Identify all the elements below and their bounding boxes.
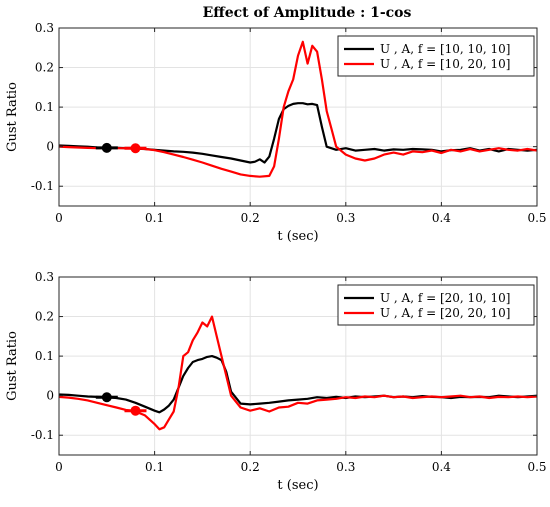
legend: U , A, f = [10, 10, 10]U , A, f = [10, 2…: [337, 35, 535, 77]
legend-box: [337, 284, 535, 326]
x-tick-label: 0.1: [145, 460, 164, 474]
x-tick-label: 0: [55, 460, 63, 474]
x-tick-label: 0.5: [527, 460, 546, 474]
y-tick-label: 0.1: [35, 349, 54, 363]
y-tick-label: 0.3: [35, 270, 54, 284]
y-tick-label: 0.1: [35, 100, 54, 114]
x-tick-label: 0.5: [527, 211, 546, 225]
y-tick-label: 0.3: [35, 21, 54, 35]
x-axis-label: t (sec): [277, 478, 318, 493]
legend: U , A, f = [20, 10, 10]U , A, f = [20, 2…: [337, 284, 535, 326]
y-tick-label: -0.1: [31, 179, 54, 193]
x-axis-label: t (sec): [277, 229, 318, 244]
y-tick-label: 0: [46, 140, 54, 154]
x-tick-label: 0.4: [432, 460, 451, 474]
legend-label-0: U , A, f = [10, 10, 10]: [380, 42, 510, 56]
y-axis-label: Gust Ratio: [5, 82, 20, 152]
x-tick-label: 0.2: [241, 460, 260, 474]
y-axis-label: Gust Ratio: [5, 331, 20, 401]
chart-bottom: 0 0.1 0.2 0.3 0.4 0.5 -0.1 0 0.1 0.2 0.3 t (sec) Gus…: [5, 270, 547, 493]
x-tick-label: 0.1: [145, 211, 164, 225]
x-tick-label: 0.3: [336, 211, 355, 225]
y-tick-label: 0: [46, 389, 54, 403]
figure-title: Effect of Amplitude : 1-cos: [203, 5, 412, 21]
legend-box: [337, 35, 535, 77]
x-tick-label: 0.3: [336, 460, 355, 474]
y-tick-label: -0.1: [31, 428, 54, 442]
marker-point-0: [101, 392, 112, 403]
legend-label-1: U , A, f = [20, 20, 10]: [380, 306, 510, 320]
y-tick-label: 0.2: [35, 310, 54, 324]
marker-point-1: [130, 405, 141, 416]
legend-label-1: U , A, f = [10, 20, 10]: [380, 57, 510, 71]
series-line-1: [58, 315, 538, 431]
legend-label-0: U , A, f = [20, 10, 10]: [380, 291, 510, 305]
axes-box: [58, 276, 538, 456]
y-tick-label: 0.2: [35, 61, 54, 75]
x-tick-label: 0: [55, 211, 63, 225]
marker-point-1: [130, 143, 141, 154]
chart-top: 0 0.1 0.2 0.3 0.4 0.5 -0.1 0 0.1 0.2 0.3 t (sec) Gus…: [5, 21, 547, 244]
series-line-1: [58, 40, 538, 178]
axes-box: [58, 27, 538, 207]
x-tick-label: 0.4: [432, 211, 451, 225]
x-tick-label: 0.2: [241, 211, 260, 225]
marker-point-0: [101, 142, 112, 153]
